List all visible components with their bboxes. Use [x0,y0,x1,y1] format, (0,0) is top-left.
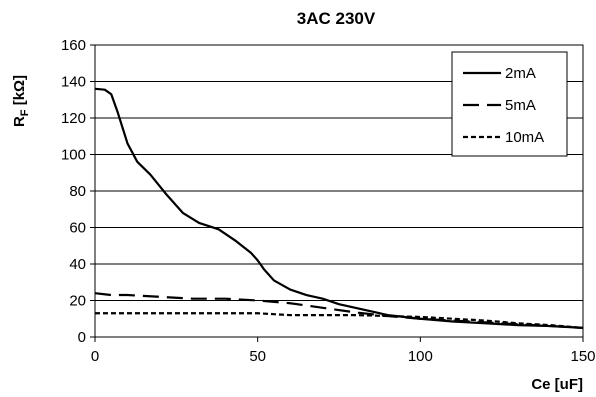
series-line-5ma [94,292,584,329]
x-axis-label: Ce [uF] [531,376,583,393]
legend-label-5ma: 5mA [505,97,536,114]
y-axis-label-subscript: F [19,109,31,116]
y-tick-label: 160 [61,37,86,54]
y-tick-label: 0 [78,329,86,346]
legend-label-10ma: 10mA [505,129,544,146]
legend-label-2ma: 2mA [505,65,536,82]
x-axis-ticks: 0 50 100 150 [91,337,596,365]
grid [95,81,583,301]
x-tick-label: 50 [249,348,266,365]
y-tick-label: 20 [69,293,86,310]
y-axis-label: RF [kΩ] [11,75,31,127]
y-tick-label: 60 [69,220,86,237]
legend: 2mA 5mA 10mA [451,51,568,157]
y-tick-label: 120 [61,110,86,127]
y-axis-label-unit: [kΩ] [11,75,28,110]
y-tick-label: 100 [61,147,86,164]
x-tick-label: 150 [570,348,595,365]
chart-title: 3AC 230V [297,9,376,28]
series-line-10ma [95,312,584,329]
legend-items: 2mA 5mA 10mA [463,65,544,146]
x-tick-label: 0 [91,348,99,365]
y-tick-label: 40 [69,256,86,273]
y-axis-label-main: R [11,116,28,127]
y-tick-label: 80 [69,183,86,200]
series-layer [94,87,584,329]
y-axis-ticks: 0 20 40 60 80 100 120 140 160 [61,37,95,346]
y-tick-label: 140 [61,74,86,91]
x-tick-label: 100 [408,348,433,365]
